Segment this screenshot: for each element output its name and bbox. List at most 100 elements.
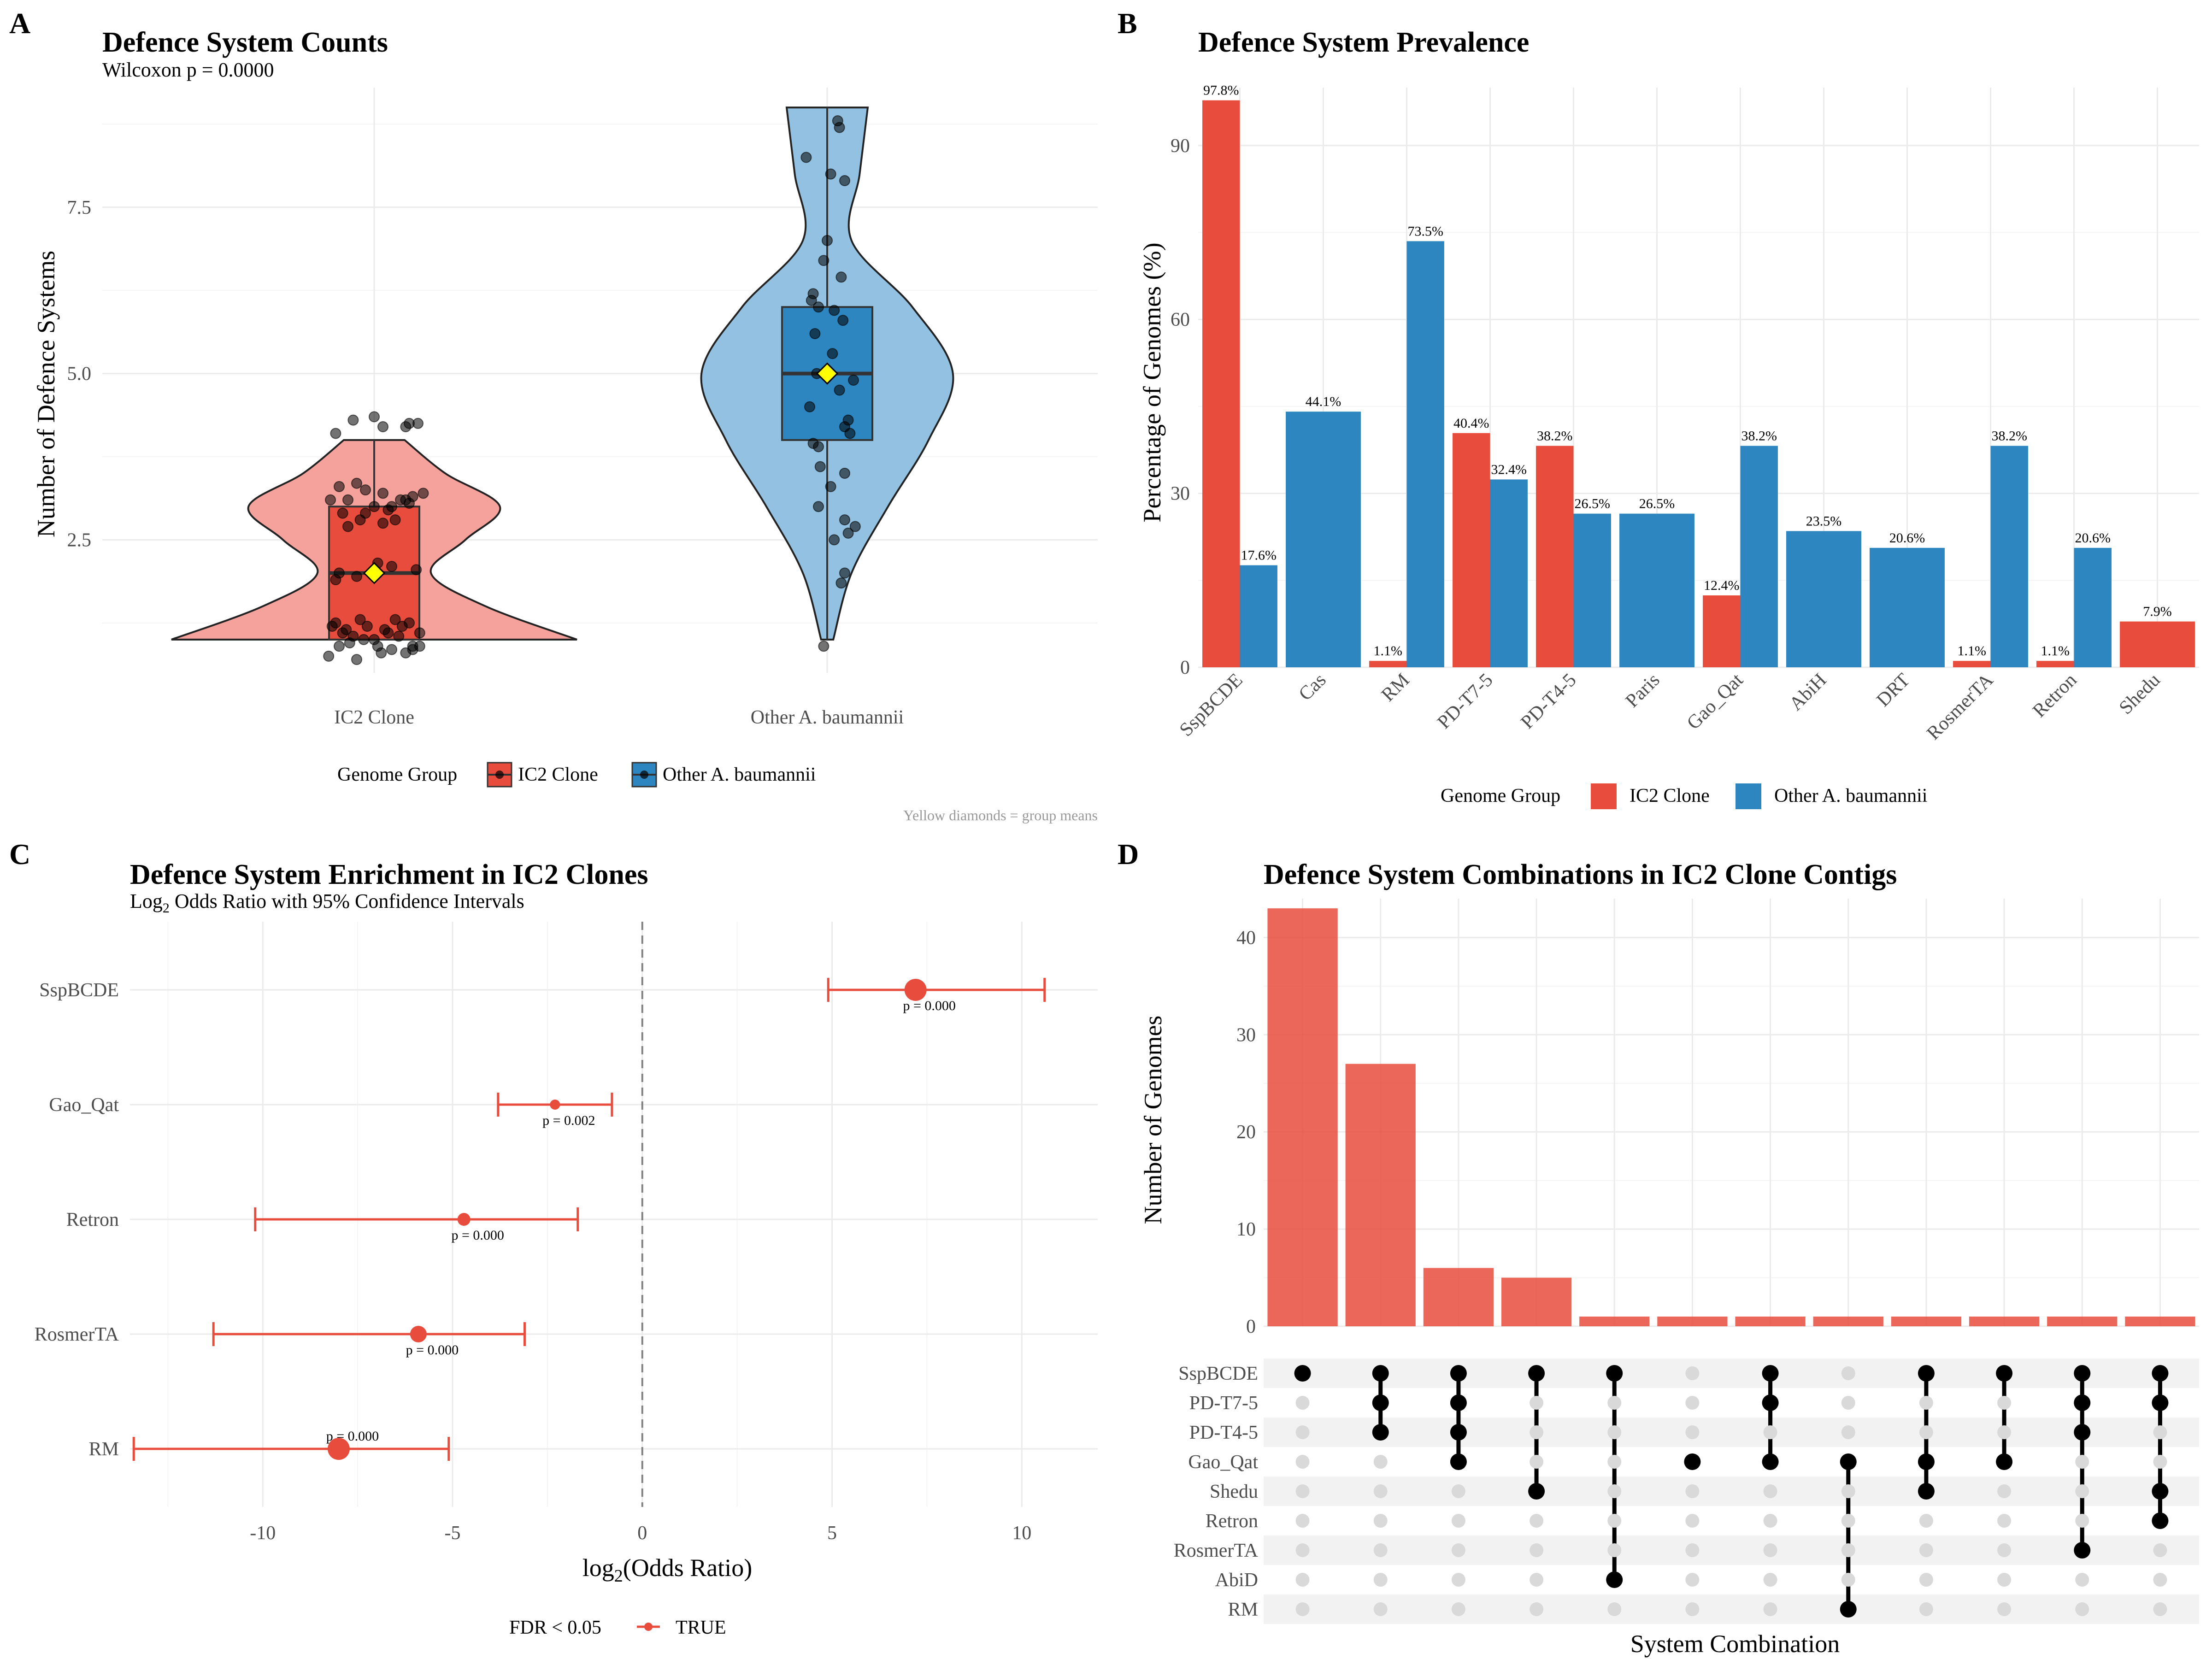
panel-d-matrix-dot-inactive xyxy=(1685,1602,1700,1616)
panel-d-matrix-dot-active xyxy=(1450,1424,1467,1441)
panel-a-point xyxy=(825,168,836,180)
panel-a-point xyxy=(334,641,345,652)
panel-d-matrix-dot-inactive xyxy=(2075,1484,2089,1498)
panel-d-matrix-dot-inactive xyxy=(1763,1543,1777,1557)
panel-b-x-tick-pd-t4-5: PD-T4-5 xyxy=(1517,670,1580,733)
panel-a-point xyxy=(342,521,353,532)
panel-d-matrix-dot-active xyxy=(1450,1394,1467,1411)
panel-b-y-tick-label: 30 xyxy=(1171,483,1190,505)
panel-a-point xyxy=(814,461,826,472)
panel-d-matrix-dot-active xyxy=(1294,1365,1311,1382)
panel-c-x-tick-label: 5 xyxy=(827,1523,837,1544)
panel-d-matrix-stripe xyxy=(1264,1477,2199,1506)
panel-a-point xyxy=(849,521,861,532)
panel-a-point xyxy=(351,477,362,489)
panel-d-set-label-pd-t4-5: PD-T4-5 xyxy=(1189,1422,1258,1443)
panel-a-point xyxy=(377,488,388,499)
panel-d-matrix-dot-inactive xyxy=(1997,1602,2012,1616)
panel-a-point xyxy=(804,401,815,412)
panel-d-matrix-dot-active xyxy=(1996,1453,2013,1470)
panel-b-y-axis-title: Percentage of Genomes (%) xyxy=(1138,242,1166,522)
panel-d-matrix-dot-inactive xyxy=(1295,1425,1310,1439)
panel-d-matrix-dot-inactive xyxy=(1451,1543,1465,1557)
panel-a-point xyxy=(844,428,856,439)
panel-a-y-tick-label: 7.5 xyxy=(67,197,92,218)
panel-b-bar-label: 20.6% xyxy=(2075,530,2111,546)
panel-b-bar-label: 26.5% xyxy=(1639,496,1675,512)
panel-d-matrix-dot-inactive xyxy=(1295,1602,1310,1616)
panel-d-matrix-dot-inactive xyxy=(1295,1514,1310,1528)
panel-c-x-ticks: -10 -5 0 5 10 xyxy=(250,1523,1031,1544)
panel-b-x-tick-rm: RM xyxy=(1377,670,1414,706)
panel-a-point xyxy=(337,507,348,519)
panel-c-p-value: p = 0.000 xyxy=(451,1228,504,1243)
panel-c-legend: FDR < 0.05 TRUE xyxy=(509,1617,726,1638)
panel-a-point xyxy=(827,348,838,359)
panel-d-set-label-retron: Retron xyxy=(1206,1511,1258,1532)
panel-d-tag: D xyxy=(1118,838,1139,871)
panel-a-point xyxy=(837,315,849,326)
panel-d-matrix-dot-inactive xyxy=(1685,1425,1700,1439)
panel-b-bar-label: 40.4% xyxy=(1453,416,1489,431)
panel-b-bar-label: 23.5% xyxy=(1806,513,1842,529)
panel-a-point xyxy=(839,514,850,526)
panel-a-y-tick-label: 5.0 xyxy=(67,364,92,385)
panel-d-matrix-dot-inactive xyxy=(1530,1396,1544,1410)
panel-b-x-tick-pd-t7-5: PD-T7-5 xyxy=(1433,670,1497,733)
panel-d-matrix-dot-inactive xyxy=(1685,1543,1700,1557)
panel-d-matrix-dot-inactive xyxy=(2075,1573,2089,1587)
panel-c-estimate-point xyxy=(327,1438,350,1460)
panel-c-row-label-gao-qat: Gao_Qat xyxy=(49,1094,119,1116)
panel-a-point xyxy=(835,577,847,589)
panel-b-bar-label: 38.2% xyxy=(1741,428,1777,443)
panel-b-bar-sspbcde-other-a-baumannii xyxy=(1240,565,1277,667)
panel-d-matrix-dot-inactive xyxy=(1997,1484,2012,1498)
panel-b-bar-retron-ic2-clone xyxy=(2036,661,2074,667)
panel-a-mean-diamond xyxy=(363,562,386,584)
panel-a-point xyxy=(351,571,362,582)
panel-b-bar-rosmerta-ic2-clone xyxy=(1953,661,1991,667)
panel-b-bar-label: 7.9% xyxy=(2143,604,2172,619)
panel-c-p-value: p = 0.000 xyxy=(326,1429,379,1444)
panel-d-matrix-dot-inactive xyxy=(1841,1573,1855,1587)
panel-d-matrix-stripe xyxy=(1264,1418,2199,1447)
panel-b-x-tick-drt: DRT xyxy=(1872,670,1914,711)
panel-d-bar xyxy=(1579,1316,1650,1326)
panel-c-legend-title: FDR < 0.05 xyxy=(509,1617,601,1638)
panel-a-point xyxy=(839,468,850,479)
panel-c-row-label-rm: RM xyxy=(89,1439,119,1460)
panel-b-bar-label: 1.1% xyxy=(1958,643,1987,659)
panel-c-x-tick-label: -10 xyxy=(250,1523,276,1544)
panel-a-mean-diamond xyxy=(816,362,839,385)
panel-d-bar xyxy=(1969,1316,2040,1326)
panel-d-matrix-dot-inactive xyxy=(1763,1514,1777,1528)
panel-b-bar-label: 38.2% xyxy=(1537,428,1573,443)
panel-a-y-axis-title: Number of Defence Systems xyxy=(32,251,60,537)
panel-a-point xyxy=(386,644,397,655)
panel-c-p-value: p = 0.002 xyxy=(542,1113,595,1128)
panel-a-legend-label-other: Other A. baumannii xyxy=(663,764,816,785)
panel-d-matrix-dot-inactive xyxy=(1530,1573,1544,1587)
panel-d-matrix-dot-active xyxy=(1840,1601,1857,1618)
panel-d-matrix-dot-inactive xyxy=(1373,1514,1388,1528)
panel-d-matrix-dot-inactive xyxy=(1607,1484,1622,1498)
panel-b-x-ticks: SspBCDE Cas RM PD-T7-5 PD-T4-5 Paris Gao_Qat Ab… xyxy=(1176,669,2165,744)
panel-d-matrix-dot-active xyxy=(2074,1542,2091,1559)
panel-b-x-tick-shedu: Shedu xyxy=(2115,670,2165,719)
panel-d-y-tick-label: 20 xyxy=(1236,1122,1256,1143)
panel-d-matrix-dot-active xyxy=(2152,1483,2169,1500)
panel-a-title: Defence System Counts xyxy=(102,27,388,58)
panel-a-point xyxy=(360,507,371,519)
panel-b-bar-label: 26.5% xyxy=(1574,496,1610,512)
panel-b-bar-label: 17.6% xyxy=(1241,548,1277,563)
panel-a-point xyxy=(382,627,394,639)
panel-d-matrix-dot-inactive xyxy=(2153,1543,2167,1557)
panel-a-point xyxy=(407,644,418,655)
panel-d-matrix-dot-inactive xyxy=(1373,1455,1388,1469)
panel-a-point xyxy=(412,418,424,429)
panel-c-estimate-point xyxy=(550,1100,560,1110)
panel-d-bar xyxy=(1501,1277,1572,1326)
panel-d-set-labels: SspBCDE PD-T7-5 PD-T4-5 Gao_Qat Shedu Retron R… xyxy=(1174,1363,1259,1620)
panel-d-matrix-dot-inactive xyxy=(1997,1573,2012,1587)
panel-b-bar-label: 38.2% xyxy=(1991,428,2027,443)
